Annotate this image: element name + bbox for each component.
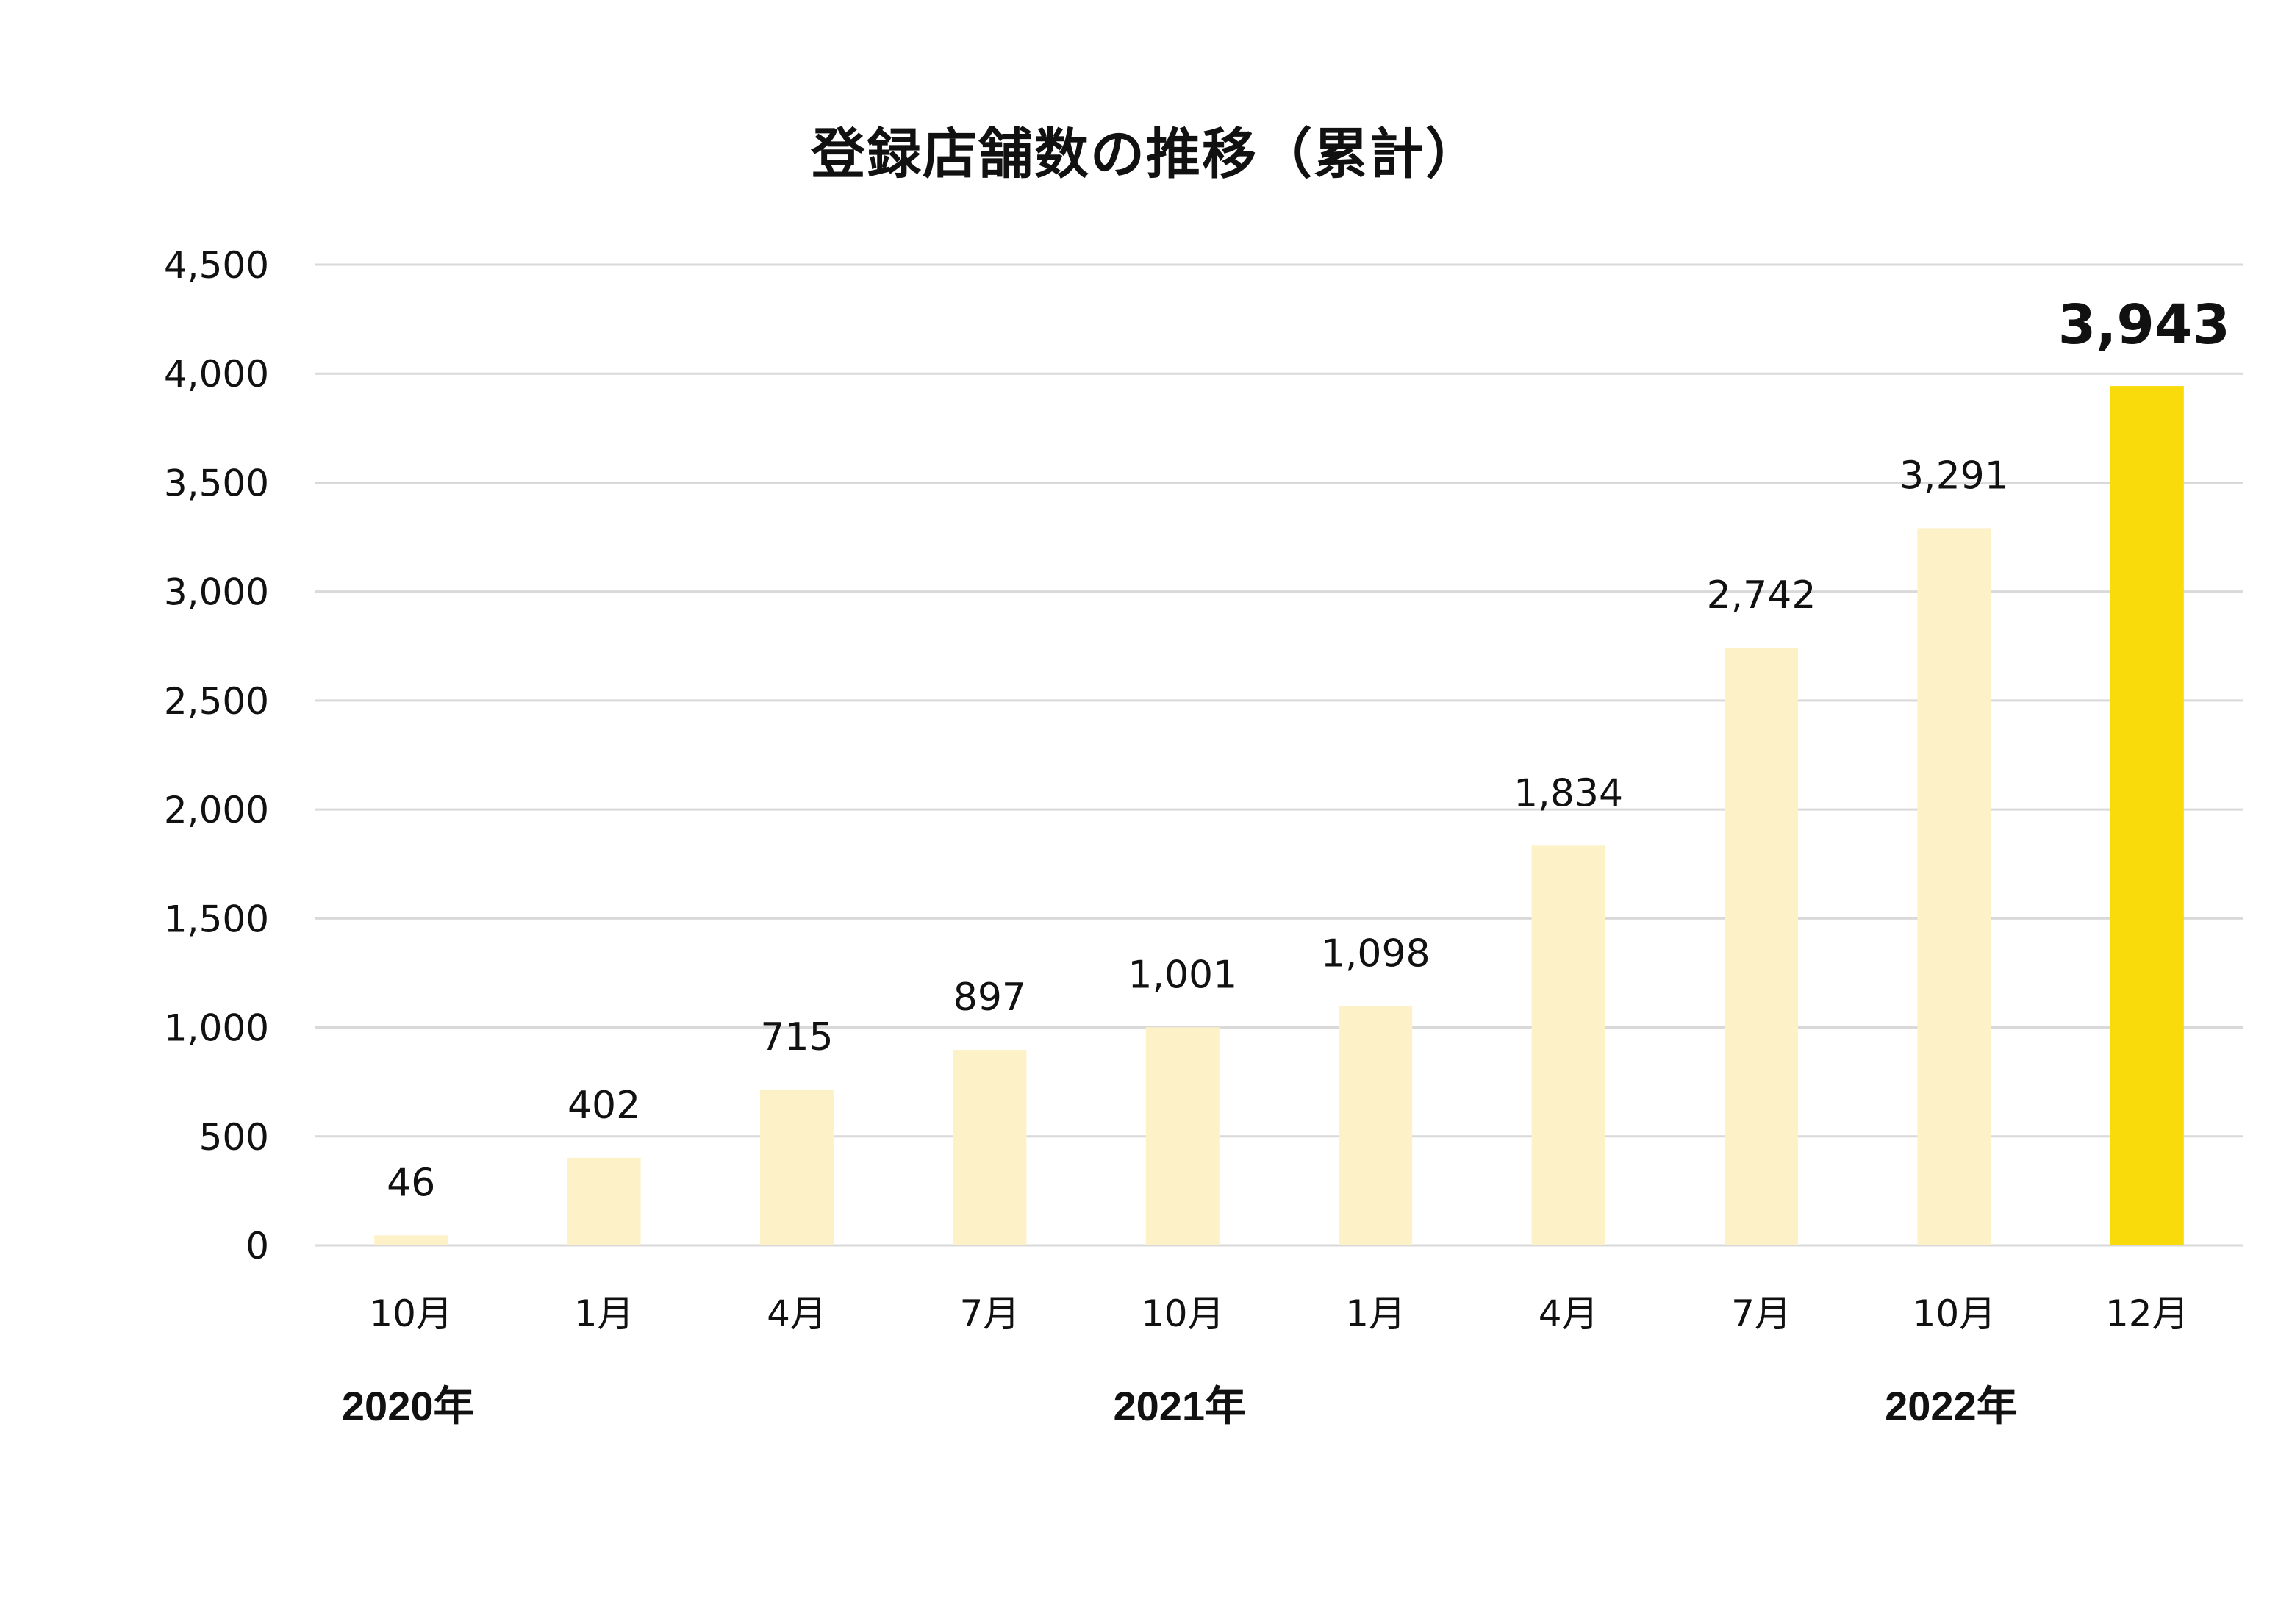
chart-title: 登録店舗数の推移（累計）: [811, 123, 1481, 186]
data-label: 2,742: [1707, 573, 1816, 618]
bar: [1339, 1006, 1413, 1245]
x-tick-label: 1月: [1345, 1292, 1405, 1335]
x-tick-label: 10月: [1141, 1292, 1225, 1335]
y-tick-label: 2,000: [164, 789, 269, 831]
bar: [1531, 845, 1605, 1245]
data-label: 46: [387, 1161, 435, 1205]
x-tick-label: 1月: [574, 1292, 634, 1335]
data-label: 3,291: [1899, 454, 2009, 498]
data-label: 402: [567, 1084, 640, 1128]
y-tick-label: 4,500: [164, 244, 269, 287]
bar: [374, 1235, 448, 1245]
x-tick-label: 10月: [1913, 1292, 1996, 1335]
data-label: 1,001: [1128, 953, 1237, 997]
year-label: 2020年: [342, 1383, 475, 1429]
year-label: 2021年: [1114, 1383, 1247, 1429]
x-tick-label: 10月: [369, 1292, 453, 1335]
year-labels: 2020年 2021年 2022年: [342, 1383, 2018, 1429]
x-tick-label: 7月: [1731, 1292, 1791, 1335]
bars: [374, 386, 2184, 1245]
y-tick-label: 4,000: [164, 353, 269, 396]
bar: [1725, 648, 1798, 1245]
bar: [1145, 1027, 1220, 1245]
bar: [953, 1050, 1027, 1245]
y-tick-label: 1,500: [164, 898, 269, 940]
data-label: 1,098: [1321, 932, 1430, 976]
y-tick-label: 0: [246, 1225, 269, 1267]
x-tick-label: 7月: [959, 1292, 1020, 1335]
y-tick-label: 1,000: [164, 1007, 269, 1050]
data-label: 1,834: [1514, 771, 1623, 815]
x-tick-label: 4月: [767, 1292, 827, 1335]
bar: [1917, 528, 1991, 1245]
bar: [2110, 386, 2184, 1245]
bar: [567, 1157, 641, 1245]
y-tick-label: 3,500: [164, 462, 269, 504]
year-label: 2022年: [1885, 1383, 2018, 1429]
y-tick-label: 3,000: [164, 571, 269, 614]
data-label: 897: [953, 976, 1026, 1020]
y-axis-tick-labels: 0 500 1,000 1,500 2,000 2,500 3,000 3,500 4,000 4…: [164, 244, 269, 1267]
data-label: 3,943: [2058, 293, 2230, 357]
x-axis-tick-labels: 10月 1月 4月 7月 10月 1月 4月 7月 10月 12月: [369, 1292, 2188, 1335]
data-labels: 46 402 715 897 1,001 1,098 1,834 2,742 3,291 3,94…: [387, 293, 2230, 1205]
x-tick-label: 12月: [2105, 1292, 2189, 1335]
bar: [760, 1090, 834, 1245]
x-tick-label: 4月: [1539, 1292, 1599, 1335]
y-tick-label: 2,500: [164, 680, 269, 723]
data-label: 715: [760, 1015, 833, 1059]
y-tick-label: 500: [199, 1116, 269, 1159]
